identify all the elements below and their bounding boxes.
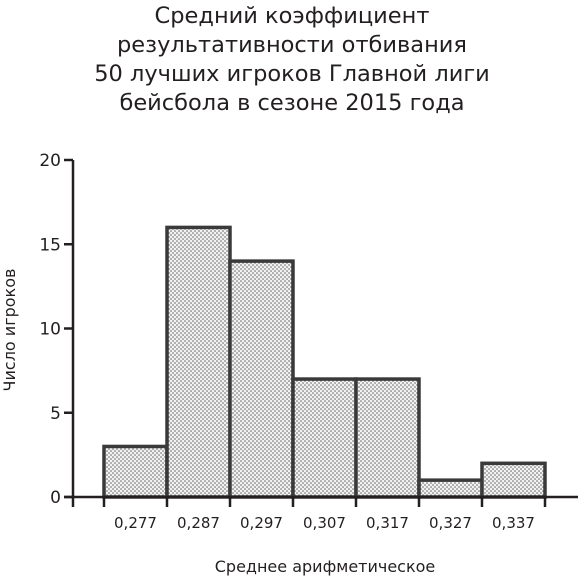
bars-layer (102, 225, 547, 499)
x-tick-label: 0,287 (177, 514, 220, 532)
x-ticks: 0,277 0,287 0,297 0,307 0,317 0,327 0,337 (102, 497, 547, 532)
y-tick-label: 15 (39, 235, 61, 255)
bar-0,297 (228, 259, 295, 499)
bar-0,307 (291, 377, 358, 499)
bar-0,287 (165, 225, 232, 499)
x-tick-label: 0,297 (240, 514, 283, 532)
y-tick-label: 5 (50, 404, 61, 424)
axes-layer (64, 160, 578, 507)
chart-title-line-4: бейсбола в сезоне 2015 года (119, 90, 465, 116)
bar-0,317 (354, 377, 421, 499)
x-tick-label: 0,277 (114, 514, 157, 532)
y-ticks: 0 5 10 15 20 (39, 151, 73, 508)
chart-title-line-2: результативности отбивания (117, 32, 467, 58)
x-tick-label: 0,307 (303, 514, 346, 532)
chart-title: Средний коэффициент результативности отб… (0, 2, 584, 118)
chart-title-line-3: 50 лучших игроков Главной лиги (94, 61, 490, 87)
x-tick-label: 0,327 (429, 514, 472, 532)
y-axis-label: Число игроков (0, 269, 19, 392)
y-tick-label: 20 (39, 151, 61, 171)
x-tick-label: 0,317 (366, 514, 409, 532)
x-axis-label: Среднее арифметическое (215, 557, 436, 576)
bar-0,277 (102, 444, 169, 499)
y-tick-label: 0 (50, 488, 61, 508)
chart-title-line-1: Средний коэффициент (154, 3, 430, 29)
bar-0,327 (417, 478, 484, 499)
bar-0,337 (480, 461, 547, 499)
x-tick-label: 0,337 (492, 514, 535, 532)
y-tick-label: 10 (39, 320, 61, 340)
